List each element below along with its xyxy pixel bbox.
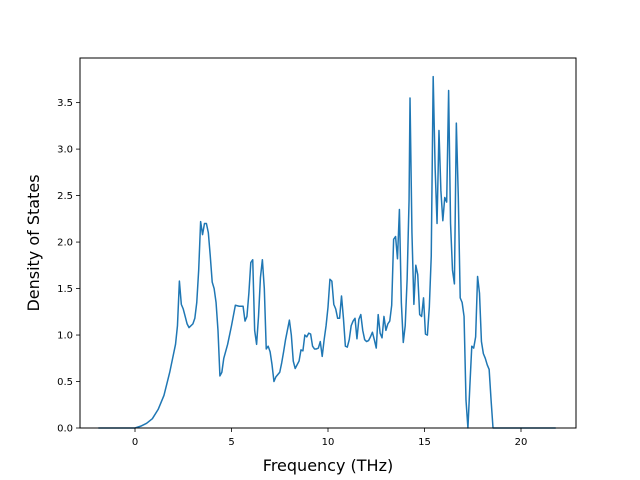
y-tick-label: 1.0 (57, 331, 73, 342)
y-tick-label: 0.0 (57, 424, 73, 435)
y-tick-label: 0.5 (57, 377, 73, 388)
y-tick-label: 3.5 (57, 98, 73, 109)
ticks-layer: 0 5 10 15 20 0.0 0.5 1.0 1.5 2.0 2.5 3.0 3.5 (57, 98, 527, 448)
x-tick-label: 15 (418, 437, 431, 448)
y-axis-label: Density of States (24, 174, 43, 311)
plot-layer (98, 75, 556, 429)
y-tick-label: 2.5 (57, 191, 73, 202)
y-tick-label: 1.5 (57, 284, 73, 295)
plot-frame (79, 57, 577, 429)
y-tick-label: 3.0 (57, 145, 73, 156)
y-tick-label: 2.0 (57, 238, 73, 249)
x-tick-label: 20 (515, 437, 528, 448)
x-tick-label: 5 (228, 437, 234, 448)
x-tick-label: 0 (132, 437, 138, 448)
dos-series-line-0 (98, 75, 556, 429)
x-tick-label: 10 (322, 437, 335, 448)
x-axis-label: Frequency (THz) (263, 456, 393, 475)
